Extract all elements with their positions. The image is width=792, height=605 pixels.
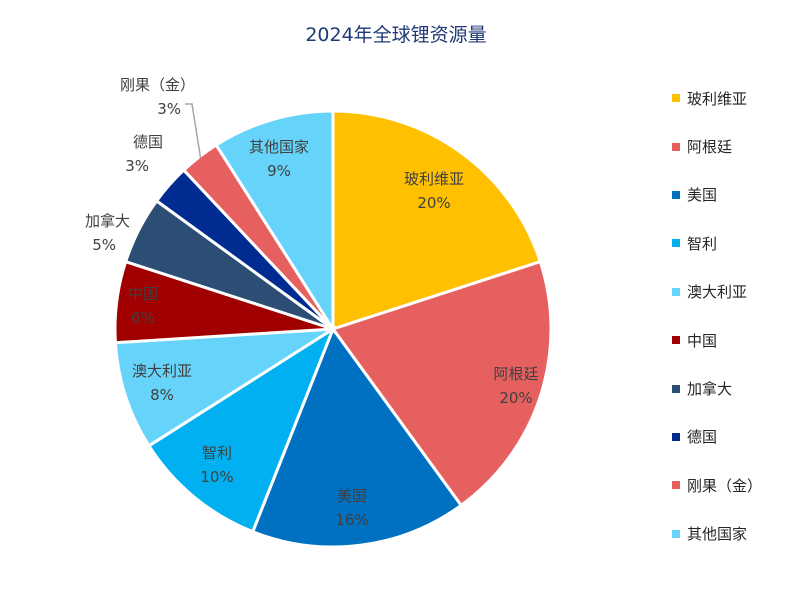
- legend-swatch: [672, 336, 680, 345]
- legend-item: 其他国家: [672, 510, 787, 558]
- legend: 玻利维亚阿根廷美国智利澳大利亚中国加拿大德国刚果（金） 其他国家: [672, 74, 787, 558]
- slice-label-value: 9%: [267, 162, 291, 180]
- legend-label: 澳大利亚: [687, 283, 748, 302]
- slice-label-value: 10%: [200, 468, 233, 486]
- slice-label-name: 美国: [337, 487, 367, 505]
- legend-swatch: [672, 529, 680, 538]
- legend-label: 中国: [687, 331, 718, 350]
- legend-item: 玻利维亚: [672, 74, 787, 122]
- slice-label-value: 16%: [335, 511, 368, 529]
- pie-slice: [113, 327, 334, 448]
- legend-item: 德国: [672, 413, 787, 461]
- pie-slice: [331, 109, 543, 332]
- legend-item: 中国: [672, 316, 787, 364]
- legend-swatch: [672, 384, 680, 393]
- pie-slice: [214, 109, 335, 335]
- slice-label-name: 德国: [133, 133, 163, 151]
- slice-label-name: 澳大利亚: [132, 362, 192, 380]
- slice-label-name: 智利: [202, 444, 232, 462]
- pie-slice: [330, 259, 553, 508]
- legend-swatch: [672, 287, 680, 296]
- slice-label-value: 20%: [417, 194, 450, 212]
- slice-label-value: 8%: [150, 386, 174, 404]
- slice-label-name: 阿根廷: [493, 365, 538, 383]
- legend-swatch: [672, 142, 680, 151]
- legend-label: 其他国家: [687, 525, 748, 544]
- chart-title: 2024年全球锂资源量: [305, 24, 487, 46]
- slice-label-name: 中国: [128, 285, 158, 303]
- slice-label-value: 3%: [157, 100, 181, 118]
- legend-item: 智利: [672, 219, 787, 267]
- pie-slice: [250, 325, 464, 549]
- slice-label-name: 加拿大: [85, 212, 130, 230]
- legend-label: 玻利维亚: [687, 89, 748, 108]
- legend-label: 德国: [687, 428, 718, 447]
- legend-label: 刚果（金）: [687, 476, 763, 495]
- legend-label: 美国: [687, 186, 718, 205]
- legend-item: 阿根廷: [672, 122, 787, 170]
- legend-swatch: [672, 190, 680, 199]
- legend-swatch: [672, 94, 680, 103]
- slice-label-name: 刚果（金）: [120, 76, 195, 94]
- legend-swatch: [672, 481, 680, 490]
- legend-swatch: [672, 239, 680, 248]
- legend-swatch: [672, 432, 680, 441]
- slice-label-value: 5%: [92, 236, 116, 254]
- slice-label-name: 玻利维亚: [404, 170, 464, 188]
- slice-label-value: 20%: [499, 389, 532, 407]
- leader-line: [185, 103, 202, 159]
- legend-item: 刚果（金）: [672, 461, 787, 509]
- slice-label-value: 3%: [125, 157, 149, 175]
- slice-label-name: 其他国家: [249, 138, 309, 156]
- legend-label: 阿根廷: [687, 138, 733, 157]
- legend-label: 智利: [687, 234, 718, 253]
- legend-label: 加拿大: [687, 380, 733, 399]
- slice-label-value: 6%: [131, 309, 155, 327]
- legend-item: 美国: [672, 171, 787, 219]
- legend-item: 加拿大: [672, 364, 787, 412]
- pie-slice: [146, 325, 337, 534]
- legend-item: 澳大利亚: [672, 268, 787, 316]
